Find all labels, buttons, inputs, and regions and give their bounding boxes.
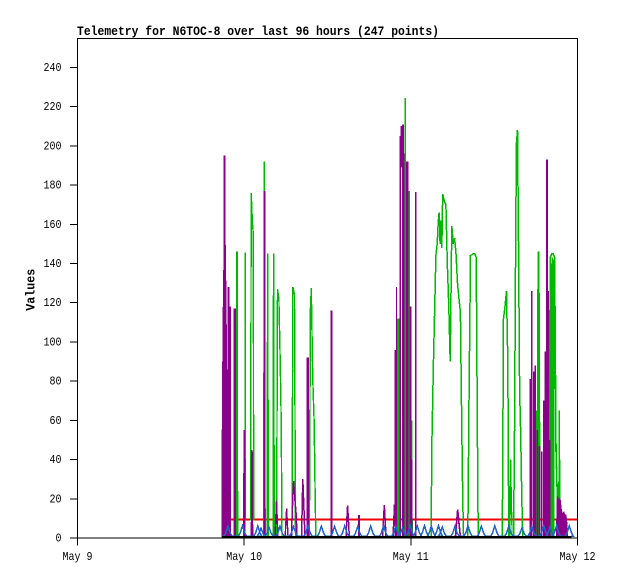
svg-text:May 10: May 10	[226, 550, 262, 564]
svg-text:40: 40	[50, 453, 62, 467]
svg-text:100: 100	[44, 335, 62, 349]
svg-text:220: 220	[44, 100, 62, 114]
svg-text:60: 60	[50, 414, 62, 428]
svg-text:0: 0	[56, 532, 62, 546]
svg-text:80: 80	[50, 375, 62, 389]
svg-text:20: 20	[50, 492, 62, 506]
svg-text:Values: Values	[24, 269, 39, 311]
svg-text:May 11: May 11	[393, 550, 429, 564]
svg-text:May 9: May 9	[63, 550, 93, 564]
svg-text:200: 200	[44, 139, 62, 153]
svg-text:180: 180	[44, 179, 62, 193]
svg-text:May 12: May 12	[560, 550, 596, 564]
svg-text:140: 140	[44, 257, 62, 271]
svg-text:160: 160	[44, 218, 62, 232]
svg-text:240: 240	[44, 61, 62, 75]
svg-text:Telemetry for N6TOC-8 over las: Telemetry for N6TOC-8 over last 96 hours…	[77, 24, 439, 39]
svg-text:120: 120	[44, 296, 62, 310]
